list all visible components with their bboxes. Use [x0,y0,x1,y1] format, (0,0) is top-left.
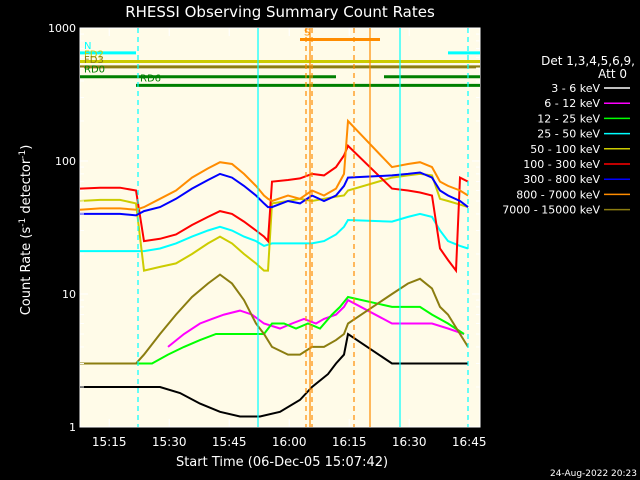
state-bar-label-rd6: RD6 [140,73,161,84]
y-tick-label: 1000 [48,22,76,35]
plot-background [79,27,481,428]
legend-label-6: 100 - 300 keV [523,158,600,171]
legend-header-line-2: Att 0 [598,67,627,81]
y-tick-label: 100 [55,155,76,168]
series-line-1 [80,332,468,418]
series-line-7 [80,171,469,217]
series-line-5 [79,172,469,272]
x-tick-label: 16:30 [392,435,427,449]
state-bar-label-fd2: FD2 [84,49,104,60]
state-bar-label-rd0: RD0 [84,65,105,76]
series-line-4 [80,212,469,253]
series-line-3 [80,295,465,365]
legend-header-line-1: Det 1,3,4,5,6,9, [541,54,635,68]
legend-label-3: 12 - 25 keV [537,112,600,125]
y-axis-label-mid: detector [19,158,34,218]
series-line-6 [79,144,469,274]
x-axis-label: Start Time (06-Dec-05 15:07:42) [176,455,388,470]
y-tick-label: 10 [62,288,76,301]
y-axis-label-main: Count Rate (s [19,227,34,316]
state-bar-label-s: S [304,27,310,38]
legend-label-4: 25 - 50 keV [537,128,600,141]
legend-label-8: 800 - 7000 keV [516,188,600,201]
legend-label-9: 7000 - 15000 keV [502,204,600,217]
x-tick-label: 16:45 [452,435,487,449]
x-tick-label: 15:45 [212,435,247,449]
y-tick-label: 1 [69,421,76,434]
x-tick-label: 16:15 [332,435,367,449]
series-line-9 [80,273,469,365]
legend-label-2: 6 - 12 keV [544,97,600,110]
vlines-layer [137,28,469,427]
series-line-8 [79,118,469,211]
y-axis-label: Count Rate (s-1 detector-1) [18,145,34,316]
legend: Det 1,3,4,5,6,9, Att 0 3 - 6 keV 6 - 12 k… [502,54,635,217]
x-tick-label: 15:30 [152,435,187,449]
legend-label-5: 50 - 100 keV [530,143,600,156]
series-layer [79,118,469,418]
axis-layer: 1 10 100 1000 15:15 15:30 15:45 16:00 16:15 16:30… [48,22,486,449]
y-axis-label-sup1: -1 [18,218,28,227]
x-tick-label: 15:15 [92,435,127,449]
y-axis-label-end: ) [19,145,34,150]
x-tick-label: 16:00 [272,435,307,449]
state-bar-label-fd3: FD3 [84,55,104,66]
legend-label-1: 3 - 6 keV [551,82,600,95]
legend-label-7: 300 - 800 keV [523,173,600,186]
footer-date: 24-Aug-2022 20:23 [550,469,637,479]
y-axis-label-sup2: -1 [18,150,28,159]
chart-title: RHESSI Observing Summary Count Rates [125,3,435,21]
state-bar-label-n: N [84,41,91,52]
